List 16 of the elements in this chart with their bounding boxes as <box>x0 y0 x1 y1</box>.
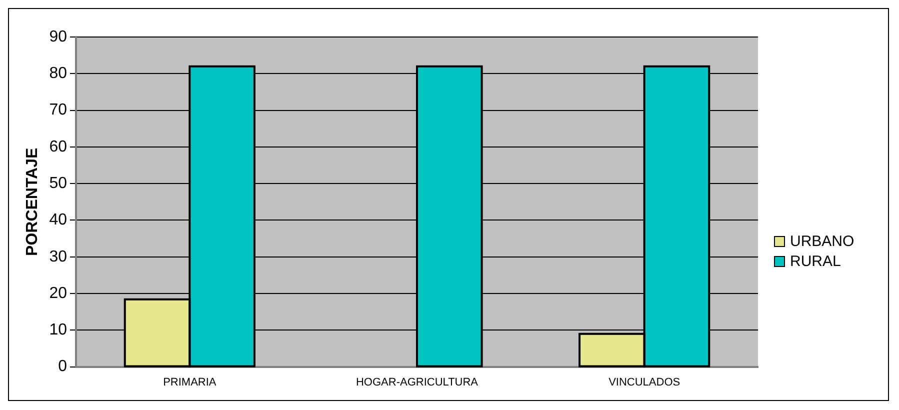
y-tick-label: 30 <box>49 248 68 266</box>
y-axis-title: PORCENTAJE <box>24 147 42 256</box>
y-tick-label: 20 <box>49 284 68 302</box>
y-tick-label: 80 <box>49 65 68 82</box>
legend-label: URBANO <box>790 232 854 250</box>
y-tick-label: 90 <box>49 28 68 46</box>
x-tick-label: VINCULADOS <box>608 376 680 388</box>
x-tick-label: HOGAR-AGRICULTURA <box>356 376 479 388</box>
y-tick-label: 50 <box>49 174 68 192</box>
y-tick-label: 70 <box>49 102 68 119</box>
y-tick-label: 10 <box>49 322 68 339</box>
x-tick-label: PRIMARIA <box>163 376 217 388</box>
y-tick-label: 0 <box>58 358 68 376</box>
y-tick-label: 40 <box>49 212 68 229</box>
legend-label: RURAL <box>790 252 841 270</box>
y-tick-label: 60 <box>49 138 68 156</box>
